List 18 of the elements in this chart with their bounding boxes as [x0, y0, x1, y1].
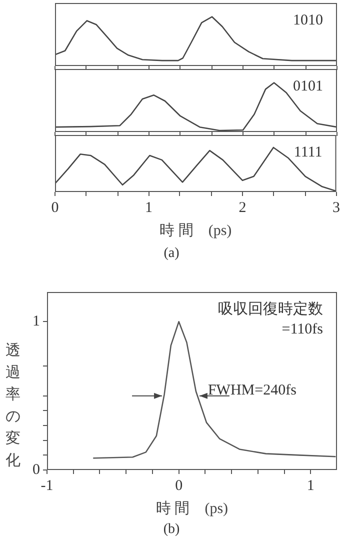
x-tick-label: 1 — [145, 200, 152, 216]
annotation: 1010 — [293, 12, 323, 28]
x-tick-label: 3 — [332, 200, 340, 216]
annotation: 0101 — [293, 78, 323, 94]
annotation: =110fs — [282, 321, 324, 338]
x-tick-label: 0 — [175, 478, 183, 494]
x-axis-title: 時 間 (ps) — [160, 222, 232, 239]
text: (b) — [162, 522, 181, 538]
text: (a) — [162, 246, 180, 262]
x-axis-title: 時 間 (ps) — [156, 500, 228, 517]
annotation: 1111 — [294, 144, 322, 160]
x-tick-label: 2 — [238, 200, 246, 216]
annotation: 吸収回復時定数 — [218, 300, 323, 318]
y-axis-title: 透過率の変化 — [4, 342, 22, 471]
x-tick-label: 1 — [306, 478, 314, 494]
x-tick-label: 0 — [51, 200, 59, 216]
annotation: FWHM=240fs — [208, 382, 297, 398]
x-tick-label: -1 — [40, 478, 54, 494]
